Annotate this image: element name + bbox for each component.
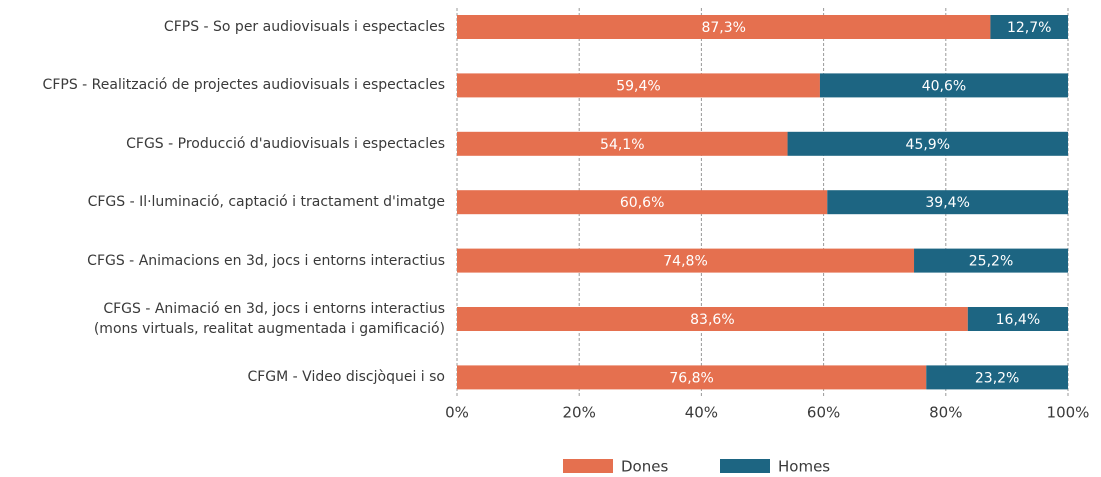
x-tick-label: 60% xyxy=(807,404,840,422)
bar-segment xyxy=(457,131,788,156)
data-label: 40,6% xyxy=(922,78,966,94)
bar-segment xyxy=(990,15,1068,39)
x-tick-label: 20% xyxy=(563,404,596,422)
y-tick-label: CFGM - Video discjòquei i so xyxy=(247,369,445,386)
x-tick-label: 0% xyxy=(445,404,469,422)
bar-segment xyxy=(914,248,1068,273)
bar-segment xyxy=(787,131,1068,156)
data-label: 60,6% xyxy=(620,195,664,211)
bar-segment xyxy=(819,73,1068,98)
bar-segment xyxy=(457,307,968,331)
legend-label: Homes xyxy=(778,458,830,476)
y-tick-label: CFGS - Animacions en 3d, jocs i entorns … xyxy=(87,252,445,269)
bar-segment xyxy=(457,15,991,39)
legend-swatch xyxy=(720,459,770,473)
x-tick-label: 80% xyxy=(929,404,962,422)
data-label: 45,9% xyxy=(906,137,950,153)
data-label: 54,1% xyxy=(600,137,644,153)
bar-segment xyxy=(457,190,828,215)
data-label: 25,2% xyxy=(969,254,1013,270)
data-label: 76,8% xyxy=(669,370,713,386)
y-tick-label: CFPS - Realització de projectes audiovis… xyxy=(42,77,445,94)
legend-label: Dones xyxy=(621,458,668,476)
x-tick-label: 40% xyxy=(685,404,718,422)
data-label: 39,4% xyxy=(925,195,969,211)
data-label: 87,3% xyxy=(701,20,745,36)
bar-segment xyxy=(457,365,927,390)
bar-segment xyxy=(827,190,1068,215)
data-label: 23,2% xyxy=(975,370,1019,386)
legend-swatch xyxy=(563,459,613,473)
y-tick-label: CFGS - Producció d'audiovisuals i espect… xyxy=(126,135,445,152)
y-tick-label: CFGS - Animació en 3d, jocs i entorns in… xyxy=(93,301,445,337)
data-label: 16,4% xyxy=(996,312,1040,328)
y-tick-label: CFPS - So per audiovisuals i espectacles xyxy=(163,19,445,35)
data-label: 83,6% xyxy=(690,312,734,328)
y-tick-label: CFGS - Il·luminació, captació i tractame… xyxy=(87,194,445,211)
bar-segment xyxy=(967,307,1068,331)
bar-segment xyxy=(926,365,1068,390)
bar-segment xyxy=(457,248,915,273)
x-tick-label: 100% xyxy=(1047,404,1090,422)
data-label: 74,8% xyxy=(663,254,707,270)
data-label: 12,7% xyxy=(1007,20,1051,36)
bar-segment xyxy=(457,73,820,98)
data-label: 59,4% xyxy=(616,78,660,94)
